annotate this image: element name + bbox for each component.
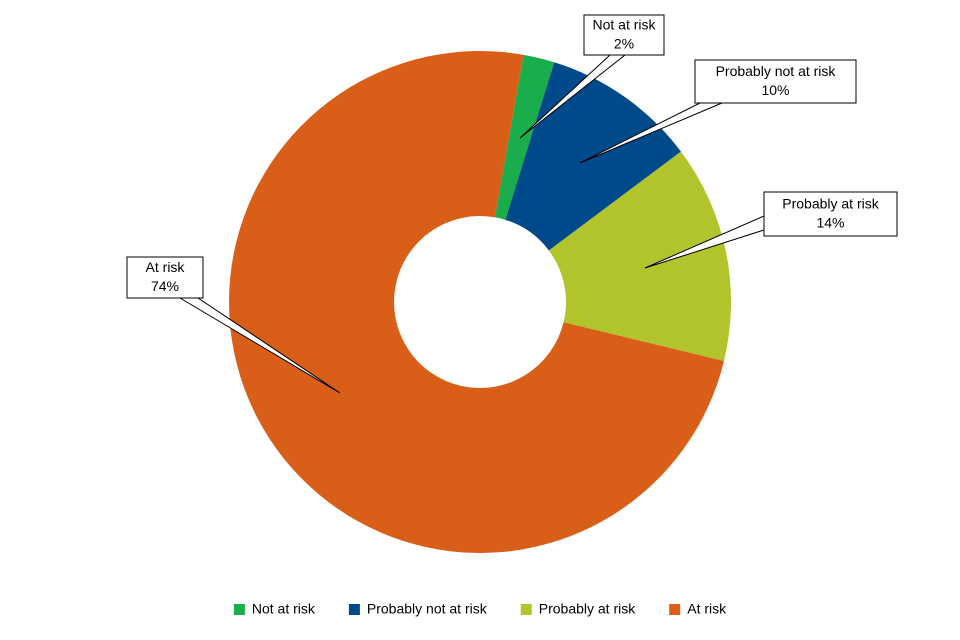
data-label-name: Probably at risk: [782, 196, 879, 212]
legend-swatch: [669, 604, 681, 615]
legend-label: Not at risk: [252, 601, 316, 617]
data-label-name: At risk: [146, 259, 186, 275]
legend-swatch: [520, 604, 532, 615]
legend-label: Probably not at risk: [367, 601, 488, 617]
donut-slice: [494, 54, 555, 220]
data-label-name: Probably not at risk: [716, 63, 837, 79]
legend-label: At risk: [687, 601, 727, 617]
legend: Not at risk Probably not at risk Probably …: [233, 601, 727, 617]
data-label-value: 74%: [151, 278, 179, 294]
data-label-value: 2%: [614, 36, 634, 52]
data-label-box: [694, 59, 857, 104]
donut-slice: [548, 151, 731, 362]
data-label-value: 14%: [816, 215, 844, 231]
donut-slice: [228, 50, 724, 553]
data-label-name: Not at risk: [592, 17, 656, 33]
legend-swatch: [233, 604, 245, 615]
data-label-box: [126, 256, 204, 299]
data-label-value: 10%: [761, 82, 789, 98]
data-label-box: [763, 191, 898, 237]
data-label-box: [583, 14, 665, 56]
legend-swatch: [348, 604, 360, 615]
legend-label: Probably at risk: [539, 601, 636, 617]
